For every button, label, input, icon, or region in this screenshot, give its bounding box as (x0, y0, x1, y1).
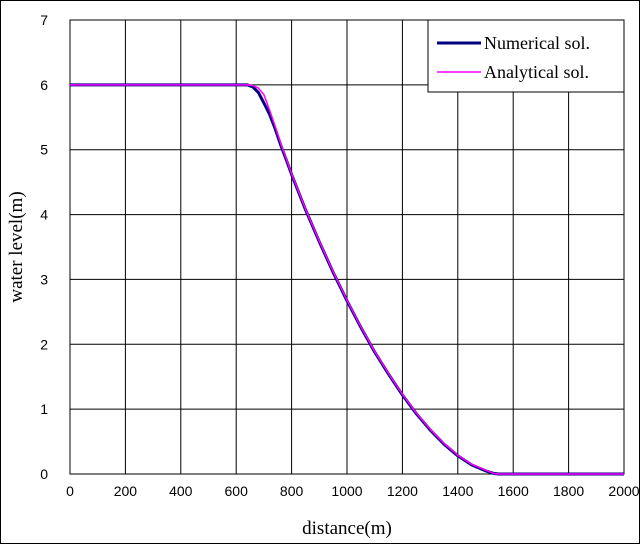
plot-area (69, 19, 625, 475)
x-tick-label: 1800 (553, 483, 584, 499)
x-tick-label: 1000 (331, 483, 362, 499)
legend-label-numerical: Numerical sol. (484, 33, 590, 53)
y-tick-label: 7 (40, 12, 48, 28)
y-tick-label: 5 (40, 142, 48, 158)
legend-box (427, 19, 625, 93)
y-tick-label: 6 (40, 77, 48, 93)
x-tick-label: 600 (225, 483, 249, 499)
analytical-solution-line (70, 84, 624, 475)
series-lines (70, 83, 624, 476)
x-tick-label: 1600 (498, 483, 529, 499)
x-axis-title: distance(m) (302, 518, 392, 539)
y-tick-label: 0 (40, 466, 48, 482)
y-axis-title: water level(m) (6, 191, 27, 302)
x-tick-label: 200 (114, 483, 138, 499)
x-tick-label: 0 (66, 483, 74, 499)
tick-labels: 0 200 400 600 800 1000 1200 1400 1600 1800 2000 0 1 2… (40, 12, 640, 499)
legend-label-analytical: Analytical sol. (484, 62, 589, 82)
grid (70, 20, 624, 474)
y-tick-label: 4 (40, 207, 48, 223)
y-tick-label: 3 (40, 271, 48, 287)
x-tick-label: 1400 (442, 483, 473, 499)
legend: Numerical sol. Analytical sol. (427, 19, 625, 93)
y-tick-label: 1 (40, 401, 48, 417)
y-tick-label: 2 (40, 336, 48, 352)
x-tick-label: 400 (169, 483, 193, 499)
x-tick-label: 800 (280, 483, 304, 499)
x-tick-label: 1200 (387, 483, 418, 499)
x-tick-label: 2000 (608, 483, 639, 499)
